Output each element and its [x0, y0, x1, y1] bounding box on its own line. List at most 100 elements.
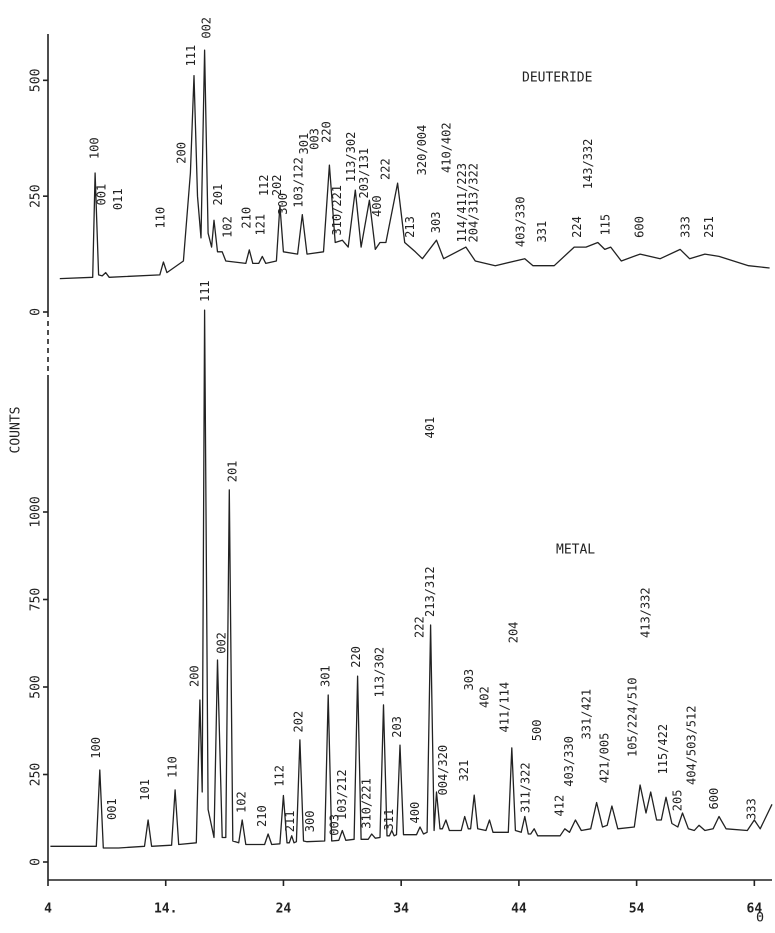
y-tick-label: 750 — [29, 588, 44, 611]
y-axis-label: COUNTS — [9, 407, 24, 454]
peak-label: 303 — [429, 212, 443, 234]
trace — [59, 49, 770, 280]
peak-label: 100 — [88, 137, 102, 159]
series-label: METAL — [556, 543, 595, 558]
peak-label: 112 — [272, 765, 286, 787]
y-tick-label: 250 — [29, 763, 44, 786]
peak-label: 203 — [390, 716, 404, 738]
peak-label: 003 — [308, 128, 322, 150]
peak-label: 101 — [138, 779, 152, 801]
peak-label: 200 — [175, 142, 189, 164]
peak-label: 402 — [477, 686, 491, 708]
peak-label: 002 — [199, 17, 213, 39]
peak-label: 331/421 — [580, 689, 594, 740]
peak-label: 403/330 — [514, 197, 528, 248]
peak-label: 113/302 — [372, 647, 386, 698]
peak-label: 321 — [457, 760, 471, 782]
peak-label: 115 — [599, 214, 613, 236]
peak-label: 204 — [507, 622, 521, 644]
peak-label: 403/330 — [562, 736, 576, 787]
peak-label: 203/131 — [357, 148, 371, 199]
x-tick-label: 24 — [276, 902, 292, 917]
peak-label: 213/312 — [423, 566, 437, 617]
peak-label: 500 — [530, 720, 544, 742]
peak-label: 112 — [257, 174, 271, 196]
peak-label: 421/005 — [597, 733, 611, 784]
x-axis-label: Θ — [756, 911, 764, 926]
peak-label: 310/221 — [330, 185, 344, 236]
peak-label: 003 — [328, 814, 342, 836]
peak-label: 102 — [235, 791, 249, 813]
peak-label: 110 — [165, 756, 179, 778]
peak-label: 401 — [423, 417, 437, 439]
peak-label: 301 — [318, 665, 332, 687]
peak-label: 331 — [535, 221, 549, 243]
peak-label: 320/004 — [415, 125, 429, 176]
peak-label: 600 — [707, 788, 721, 810]
peak-label: 103/212 — [335, 769, 349, 820]
peak-label: 210 — [239, 207, 253, 229]
x-tick-label: 34 — [393, 902, 409, 917]
peak-label: 002 — [215, 632, 229, 654]
peak-label: 400 — [370, 195, 384, 217]
peak-label: 111 — [198, 280, 212, 302]
peak-label: 200 — [188, 665, 202, 687]
peak-label: 311/322 — [518, 762, 532, 813]
x-tick-label: 54 — [629, 902, 645, 917]
peak-label: 224 — [570, 216, 584, 238]
peak-label: 251 — [702, 216, 716, 238]
peak-label: 103/122 — [291, 157, 305, 208]
x-tick-label: 4 — [44, 902, 52, 917]
peak-label: 121 — [254, 214, 268, 236]
trace — [50, 309, 773, 849]
peak-label: 333 — [744, 798, 758, 820]
peak-label: 301 — [297, 133, 311, 155]
x-tick-label: 64 — [747, 902, 763, 917]
peak-label: 001 — [95, 184, 109, 206]
peak-label: 102 — [221, 216, 235, 238]
peak-label: 004/320 — [436, 745, 450, 796]
peak-label: 410/402 — [440, 122, 454, 173]
peak-label: 001 — [105, 798, 119, 820]
series-label: DEUTERIDE — [522, 71, 592, 86]
peak-label: 205 — [670, 790, 684, 812]
peak-label: 105/224/510 — [626, 678, 640, 757]
y-tick-label: 250 — [29, 184, 44, 207]
peak-label: 143/332 — [581, 139, 595, 190]
peak-label: 310/221 — [360, 778, 374, 829]
peak-label: 413/332 — [639, 587, 653, 638]
peak-label: 303 — [462, 669, 476, 691]
peak-label: 202 — [270, 174, 284, 196]
y-tick-label: 1000 — [29, 496, 44, 527]
peak-label: 220 — [349, 646, 363, 668]
peak-label: 222 — [378, 158, 392, 180]
peak-label: 311 — [382, 809, 396, 831]
peak-label: 300 — [276, 193, 290, 215]
peak-label: 115/422 — [656, 724, 670, 775]
x-tick-label: 14. — [154, 902, 177, 917]
y-tick-label: 0 — [29, 858, 44, 866]
peak-label: 211 — [283, 811, 297, 833]
peak-label: 201 — [211, 184, 225, 206]
peak-label: 412 — [553, 795, 567, 817]
peak-label: 201 — [225, 461, 239, 483]
peak-label: 411/114 — [497, 682, 511, 733]
peak-label: 333 — [679, 216, 693, 238]
peak-label: 400 — [408, 802, 422, 824]
peak-label: 222 — [413, 616, 427, 638]
peak-label: 114/411/223 — [455, 163, 469, 242]
peak-label: 210 — [255, 805, 269, 827]
y-tick-label: 0 — [29, 308, 44, 316]
peak-label: 100 — [89, 737, 103, 759]
y-tick-label: 500 — [29, 675, 44, 698]
peak-label: 213 — [403, 216, 417, 238]
peak-label: 600 — [633, 216, 647, 238]
peak-label: 110 — [154, 207, 168, 229]
y-tick-label: 500 — [29, 69, 44, 92]
peak-label: 113/302 — [344, 132, 358, 183]
peak-label: 404/503/512 — [684, 706, 698, 785]
peak-label: 220 — [320, 121, 334, 143]
peak-label: 111 — [184, 45, 198, 67]
peak-label: 011 — [111, 188, 125, 210]
